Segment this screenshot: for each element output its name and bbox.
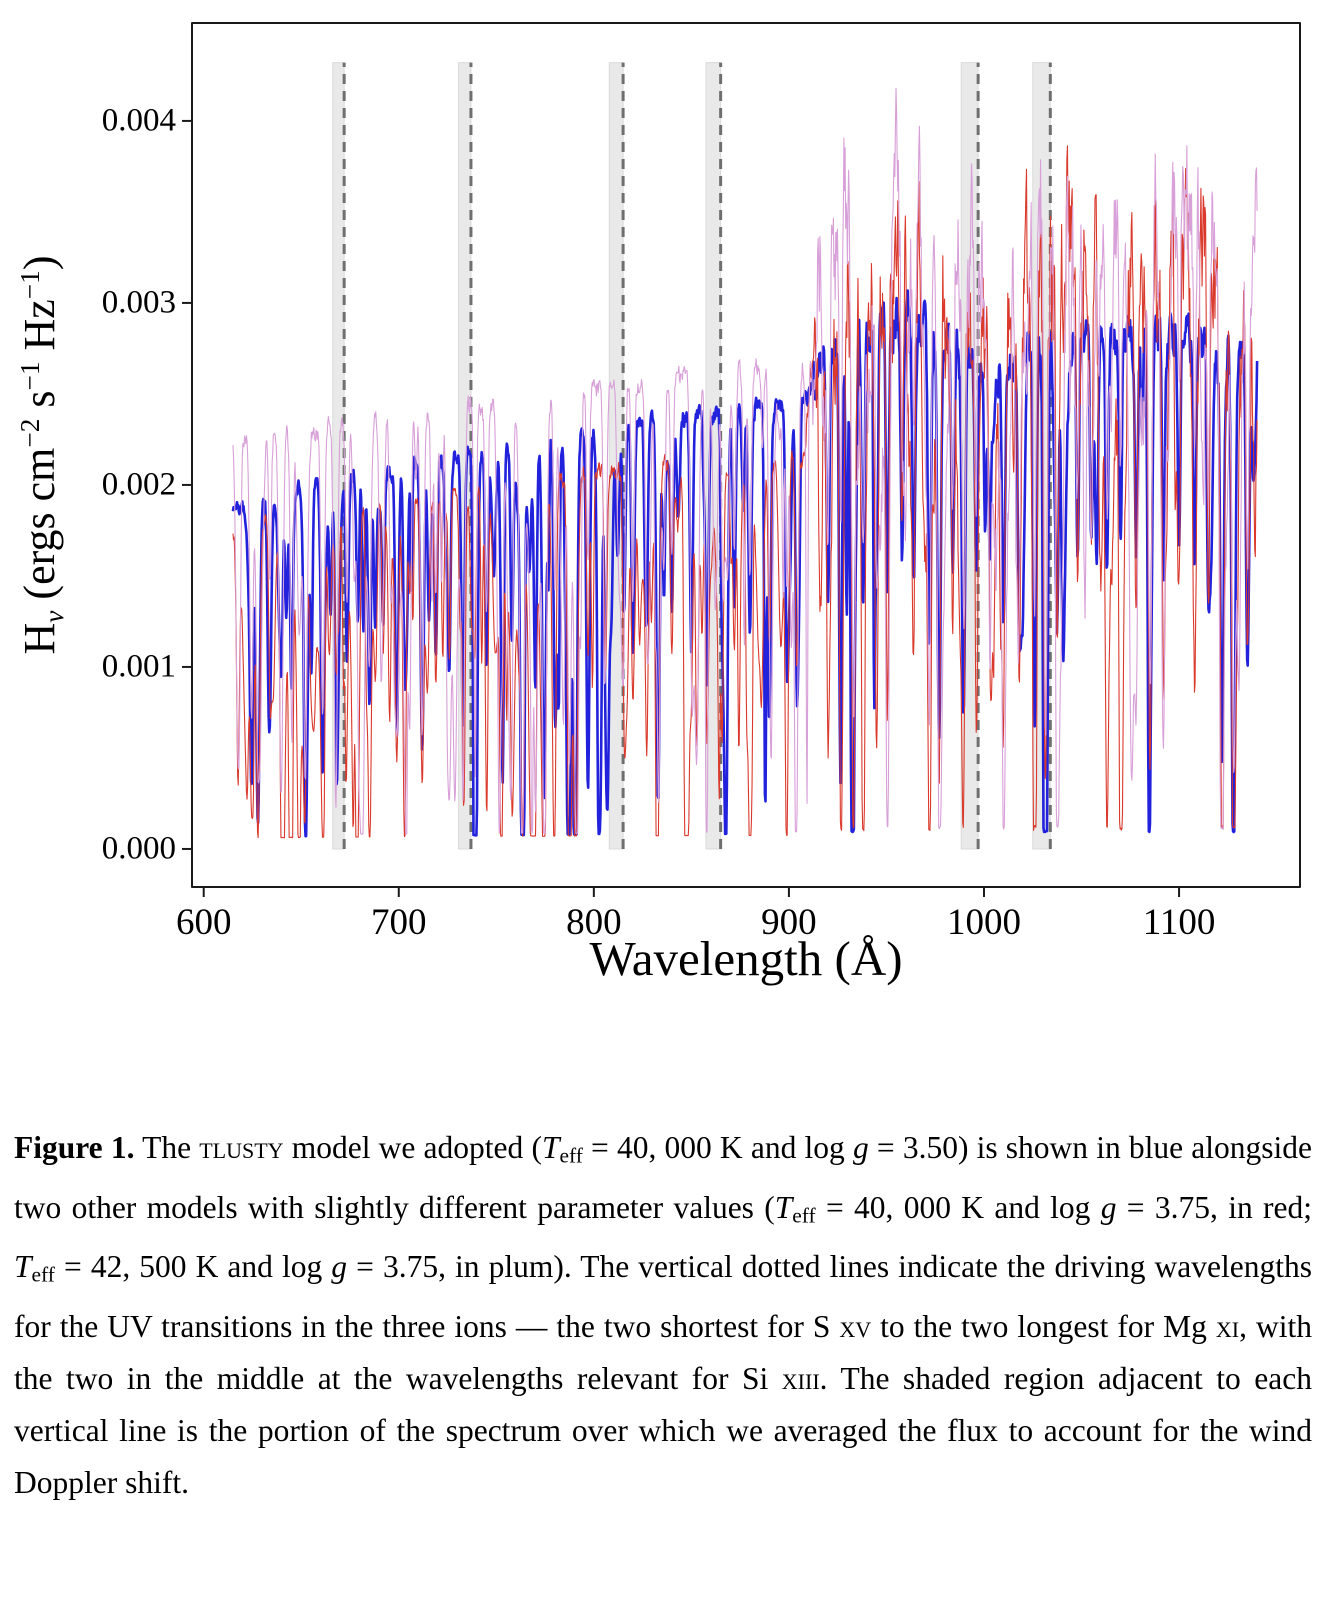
caption-segment: T — [14, 1249, 32, 1285]
spectrum-canvas — [0, 0, 1326, 1010]
caption-segment: = 42, 500 K and log — [54, 1249, 332, 1285]
caption-segment: , with the two in the middle at the wave… — [14, 1309, 1312, 1397]
caption-segment: Figure 1. — [14, 1130, 135, 1165]
caption-segment: xi — [1215, 1309, 1240, 1345]
caption-segment: tlusty — [199, 1130, 284, 1165]
caption-segment: g — [852, 1130, 869, 1165]
caption-segment: T — [541, 1130, 560, 1165]
caption-segment: eff — [31, 1263, 55, 1288]
caption-segment: eff — [792, 1203, 816, 1228]
caption-segment: g — [331, 1249, 348, 1285]
caption-segment: = 3.75, in red; — [1116, 1189, 1312, 1225]
caption-segment: eff — [559, 1143, 583, 1168]
caption-segment: g — [1100, 1189, 1117, 1225]
caption-segment: = 3.75, in plum). The vertical dotted li… — [14, 1249, 1312, 1345]
caption-segment: = 40, 000 K and log — [815, 1189, 1101, 1225]
caption-segment: = 3.50) is shown in blue alongside two o… — [14, 1130, 1313, 1225]
spectrum-plot: Wavelength (Å) Hν (ergs cm−2 s−1 Hz−1) 6… — [0, 0, 1326, 1010]
caption-segment: The — [134, 1130, 200, 1165]
caption-segment: = 40, 000 K and log — [582, 1130, 853, 1165]
caption-segment: model we adopted ( — [283, 1130, 542, 1165]
caption-segment: T — [774, 1189, 793, 1225]
caption-segment: to the two longest for Mg — [871, 1309, 1216, 1345]
caption-segment: . The shaded region adjacent to each ver… — [14, 1361, 1312, 1501]
caption-segment: xiii — [781, 1361, 820, 1397]
figure-caption: Figure 1. The tlusty model we adopted (T… — [14, 1122, 1312, 1509]
caption-segment: xv — [839, 1309, 872, 1345]
